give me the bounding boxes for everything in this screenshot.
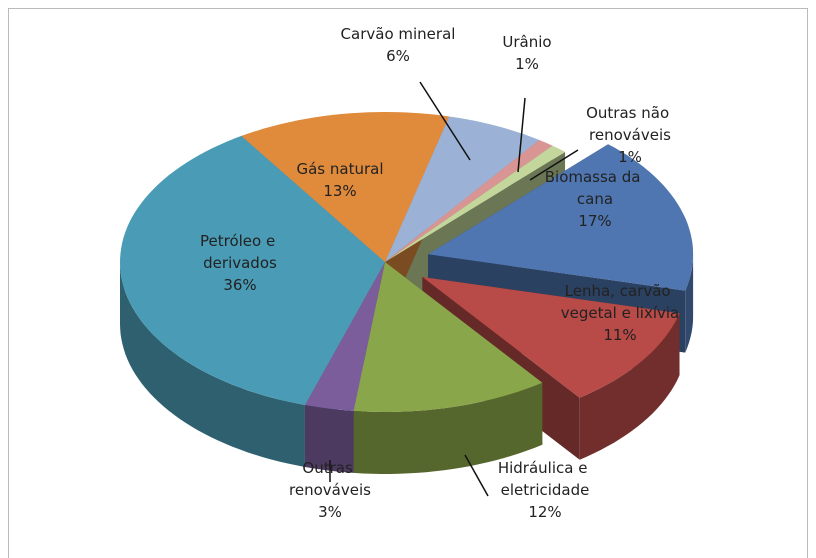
category-label: Outras renováveis	[289, 459, 371, 499]
slice	[120, 135, 385, 405]
value-label: 11%	[603, 326, 636, 344]
value-label: 36%	[223, 276, 256, 294]
slice-side	[304, 405, 354, 473]
value-label: 6%	[386, 47, 410, 65]
slice-side	[579, 313, 680, 460]
value-label: 17%	[578, 212, 611, 230]
value-label: 12%	[528, 503, 561, 521]
category-label: Lenha, carvão vegetal e lixívia	[561, 282, 679, 322]
slice	[428, 144, 694, 291]
slice-side	[685, 254, 694, 353]
slice-side	[120, 262, 305, 467]
slice	[385, 116, 540, 262]
slice	[304, 262, 385, 411]
category-label: Urânio	[502, 33, 551, 51]
value-label: 1%	[618, 148, 642, 166]
value-label: 13%	[323, 182, 356, 200]
slice	[422, 277, 680, 398]
leader-line	[464, 454, 489, 497]
slice	[385, 145, 566, 262]
value-label: 3%	[318, 503, 342, 521]
slice	[353, 262, 543, 412]
category-label: Hidráulica e eletricidade	[498, 459, 592, 499]
slice	[385, 140, 553, 262]
category-label: Carvão mineral	[341, 25, 456, 43]
leader-line	[419, 81, 471, 161]
category-label: Petróleo e derivados	[200, 232, 280, 272]
category-label: Biomassa da cana	[545, 168, 646, 208]
value-label: 1%	[515, 55, 539, 73]
category-label: Gás natural	[296, 160, 383, 178]
slice	[241, 112, 450, 262]
leader-line	[529, 149, 579, 181]
category-label: Outras não renováveis	[586, 104, 674, 144]
slice-side	[353, 382, 543, 474]
leader-line	[517, 97, 526, 173]
